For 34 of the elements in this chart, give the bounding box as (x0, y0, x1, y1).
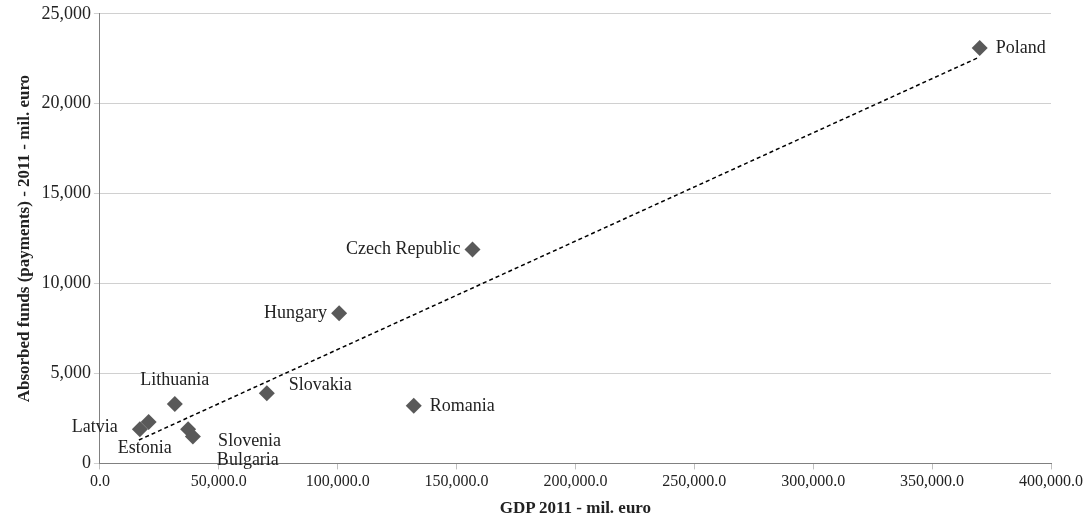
x-tick-label: 250,000.0 (662, 472, 727, 490)
annotation: Lithuania (140, 368, 210, 389)
annotation: Slovenia (218, 429, 282, 450)
point (166, 396, 183, 413)
x-tick-label: 100,000.0 (305, 472, 370, 490)
point (405, 397, 422, 414)
point (258, 385, 275, 402)
x-tick-label: 200,000.0 (543, 472, 608, 490)
point (140, 414, 157, 431)
annotation: Slovakia (288, 374, 352, 394)
point (184, 428, 201, 445)
y-tick-label: 25,000 (41, 2, 91, 23)
annotation: Czech Republic (346, 238, 461, 259)
y-tick-label: 5,000 (50, 362, 91, 383)
x-tick-label: 400,000.0 (1019, 472, 1083, 490)
x-tick-label: 50,000.0 (190, 472, 247, 490)
y-tick-label: 15,000 (41, 182, 91, 203)
x-axis-title: GDP 2011 - mil. euro (499, 498, 652, 518)
x-tick-label: 0.0 (89, 472, 110, 490)
x-tick-label: 350,000.0 (900, 472, 965, 490)
x-tick-label: 300,000.0 (781, 472, 846, 490)
point (971, 39, 988, 56)
point (131, 421, 148, 438)
x-tick-label: 150,000.0 (424, 472, 489, 490)
annotation: Hungary (264, 301, 328, 322)
annotation: Poland (995, 36, 1046, 57)
y-tick-label: 10,000 (41, 272, 91, 293)
point (331, 305, 348, 322)
annotation: Romania (429, 394, 495, 415)
y-tick-label: 0 (81, 452, 91, 473)
y-tick-label: 20,000 (41, 92, 91, 113)
y-axis-title: Absorbed funds (payments) - 2011 - mil. euro (13, 74, 33, 403)
point (464, 241, 481, 258)
annotation: Estonia (117, 436, 172, 457)
